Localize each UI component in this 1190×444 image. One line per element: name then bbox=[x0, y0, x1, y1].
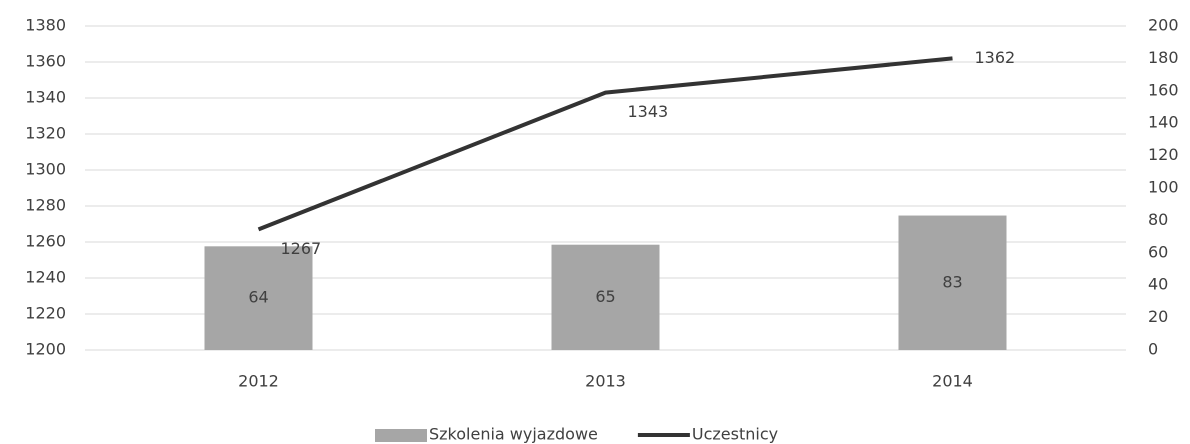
legend-swatch bbox=[375, 429, 427, 442]
x-tick-label: 2012 bbox=[238, 372, 279, 391]
bar-value-label: 65 bbox=[595, 287, 615, 306]
bar-value-label: 83 bbox=[942, 272, 962, 291]
y-tick-label: 1380 bbox=[25, 16, 66, 35]
y-tick-label: 1200 bbox=[25, 340, 66, 359]
bar bbox=[898, 215, 1007, 350]
bar-value-label: 64 bbox=[248, 288, 268, 307]
y-tick-label: 1300 bbox=[25, 160, 66, 179]
y2-tick-label: 80 bbox=[1148, 210, 1168, 229]
y-tick-label: 1320 bbox=[25, 124, 66, 143]
y2-tick-label: 140 bbox=[1148, 113, 1179, 132]
y2-tick-label: 160 bbox=[1148, 80, 1179, 99]
x-tick-label: 2013 bbox=[585, 372, 626, 391]
y2-tick-label: 20 bbox=[1148, 307, 1168, 326]
y-tick-label: 1360 bbox=[25, 52, 66, 71]
y-tick-label: 1260 bbox=[25, 232, 66, 251]
y2-tick-label: 200 bbox=[1148, 16, 1179, 35]
y2-tick-label: 60 bbox=[1148, 242, 1168, 261]
line-value-label: 1343 bbox=[628, 102, 669, 121]
y2-tick-label: 180 bbox=[1148, 48, 1179, 67]
y-tick-label: 1280 bbox=[25, 196, 66, 215]
y2-tick-label: 120 bbox=[1148, 145, 1179, 164]
legend-label: Uczestnicy bbox=[692, 425, 778, 444]
bar bbox=[204, 246, 313, 350]
line-value-label: 1267 bbox=[281, 239, 322, 258]
x-tick-label: 2014 bbox=[932, 372, 973, 391]
y2-tick-label: 0 bbox=[1148, 340, 1158, 359]
legend-label: Szkolenia wyjazdowe bbox=[429, 425, 598, 444]
y-tick-label: 1340 bbox=[25, 88, 66, 107]
line bbox=[257, 56, 953, 232]
bar bbox=[551, 244, 660, 350]
y-tick-label: 1240 bbox=[25, 268, 66, 287]
y-tick-label: 1220 bbox=[25, 304, 66, 323]
line-value-label: 1362 bbox=[975, 48, 1016, 67]
y2-tick-label: 40 bbox=[1148, 275, 1168, 294]
y2-tick-label: 100 bbox=[1148, 178, 1179, 197]
